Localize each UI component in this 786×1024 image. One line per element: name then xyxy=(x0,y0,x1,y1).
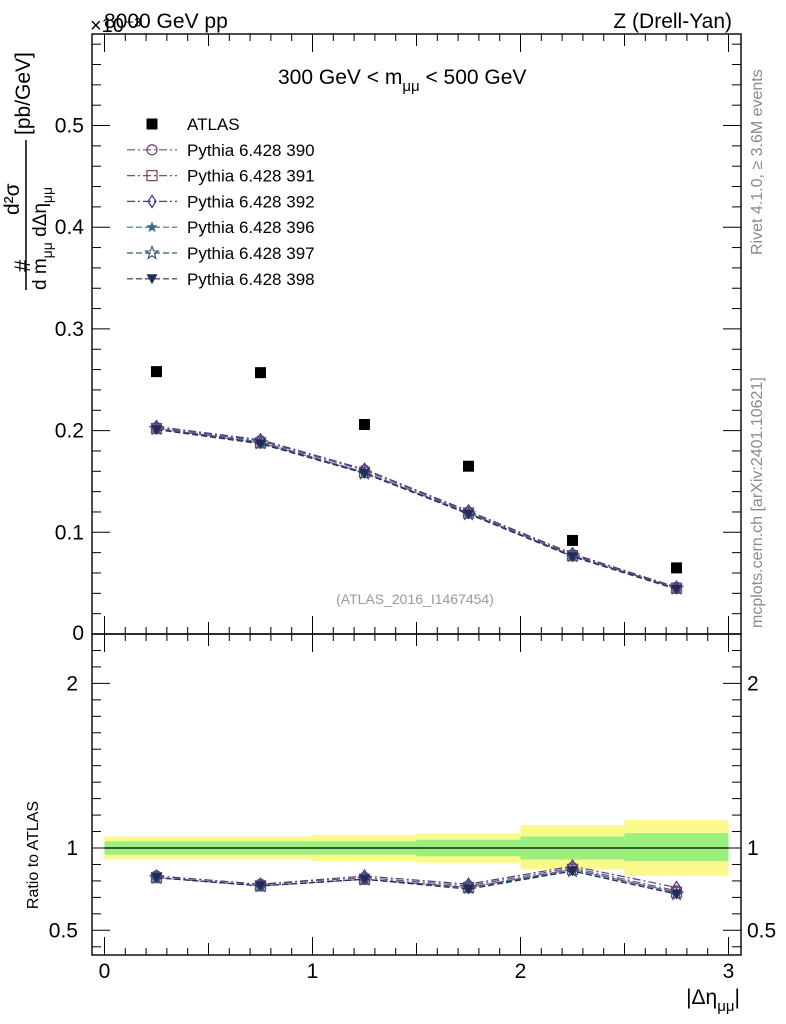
ratio-point xyxy=(463,884,475,895)
data-point-pythia xyxy=(254,439,266,450)
x-tick-label: 2 xyxy=(515,960,527,983)
legend-marker xyxy=(146,274,158,285)
process-label: Z (Drell-Yan) xyxy=(613,10,732,33)
ratio-series-line xyxy=(156,870,677,895)
data-point-atlas xyxy=(671,562,683,574)
legend-marker xyxy=(146,221,158,233)
main-y-tick-label: 0.4 xyxy=(55,216,85,239)
ratio-y-tick-label-right: 0.5 xyxy=(747,919,776,942)
main-plot-marks: 0.1 0.2 0.3 0.4 0.5 0 xyxy=(55,33,742,955)
data-point-atlas xyxy=(463,460,475,472)
main-y-tick-label: 0.1 xyxy=(55,521,84,544)
xlabel: |Δημμ| xyxy=(686,986,740,1015)
exponent-label: ×10⁻³ xyxy=(90,15,141,37)
ylabel-hash: # xyxy=(10,259,35,272)
main-y-tick-label: 0.3 xyxy=(55,318,84,341)
legend-marker xyxy=(146,144,158,156)
legend-label: Pythia 6.428 392 xyxy=(187,192,315,211)
ratio-point xyxy=(567,866,579,877)
mass-range-title: 300 GeV < mμμ < 500 GeV xyxy=(278,66,526,95)
ratio-y-tick-label-right: 1 xyxy=(747,837,759,860)
main-y-tick-label: 0.2 xyxy=(55,420,84,443)
legend-label: Pythia 6.428 397 xyxy=(187,244,315,263)
legend-label: ATLAS xyxy=(187,115,240,134)
main-y-tick-label: 0.5 xyxy=(55,115,84,138)
legend-label: Pythia 6.428 390 xyxy=(187,141,315,160)
main-series-line xyxy=(156,428,677,590)
ratio-series-line xyxy=(156,870,677,895)
ylabel-unit: [pb/GeV] xyxy=(12,52,35,135)
legend-marker xyxy=(146,118,158,130)
rivet-label: Rivet 4.1.0, ≥ 3.6M events xyxy=(749,69,766,255)
main-series-line xyxy=(156,427,677,589)
ylabel-denominator: d mμμ dΔημμ xyxy=(30,187,55,290)
ratio-point xyxy=(254,881,266,892)
ratio-frame xyxy=(91,633,742,956)
ratio-y-tick-label: 2 xyxy=(66,672,78,695)
legend-label: Pythia 6.428 396 xyxy=(187,218,315,237)
legend: ATLAS Pythia 6.428 390 Pythia 6.428 391 Pyt… xyxy=(127,115,315,289)
legend-marker xyxy=(146,169,158,182)
legend-label: Pythia 6.428 391 xyxy=(187,167,315,186)
ratio-ylabel: Ratio to ATLAS xyxy=(25,801,42,909)
data-point-pythia xyxy=(671,584,683,595)
ratio-y-tick-label-right: 2 xyxy=(747,672,759,695)
main-ylabel: # d²σ d mμμ dΔημμ [pb/GeV] xyxy=(1,52,55,290)
data-point-atlas xyxy=(254,367,266,379)
ratio-y-tick-label: 0.5 xyxy=(49,919,78,942)
ratio-series-line xyxy=(156,865,677,889)
ratio-series-line xyxy=(156,868,677,894)
ratio-series-line xyxy=(156,868,677,894)
x-tick-label: 1 xyxy=(307,960,319,983)
data-point-atlas xyxy=(358,419,370,431)
ratio-series-line xyxy=(156,867,677,892)
ratio-y-tick-label: 1 xyxy=(66,837,78,860)
ylabel-numerator: d²σ xyxy=(1,183,24,215)
main-series-line xyxy=(156,425,677,588)
data-point-atlas xyxy=(567,534,579,546)
data-point-atlas xyxy=(150,366,162,378)
ratio-band-inner xyxy=(624,833,729,862)
analysis-watermark: (ATLAS_2016_I1467454) xyxy=(336,591,494,607)
ratio-point xyxy=(671,889,683,900)
main-y-zero-label: 0 xyxy=(72,622,84,645)
ratio-point xyxy=(150,873,162,884)
ratio-plot-marks: 0 1 2 3 0.5 0.5 1 1 2 2 xyxy=(49,633,776,983)
x-tick-label: 3 xyxy=(723,960,735,983)
data-point-pythia xyxy=(150,425,162,436)
legend-label: Pythia 6.428 398 xyxy=(187,270,315,289)
data-point-pythia xyxy=(358,468,370,479)
data-point-pythia xyxy=(567,552,579,563)
legend-marker xyxy=(147,194,157,209)
x-tick-label: 0 xyxy=(99,960,111,983)
legend-marker xyxy=(144,244,160,260)
main-series-line xyxy=(156,426,677,588)
energy-label: 8000 GeV pp xyxy=(104,10,228,33)
mcplots-label: mcplots.cern.ch [arXiv:2401.10621] xyxy=(749,377,766,628)
ratio-point xyxy=(358,874,370,885)
data-point-pythia xyxy=(463,509,475,520)
